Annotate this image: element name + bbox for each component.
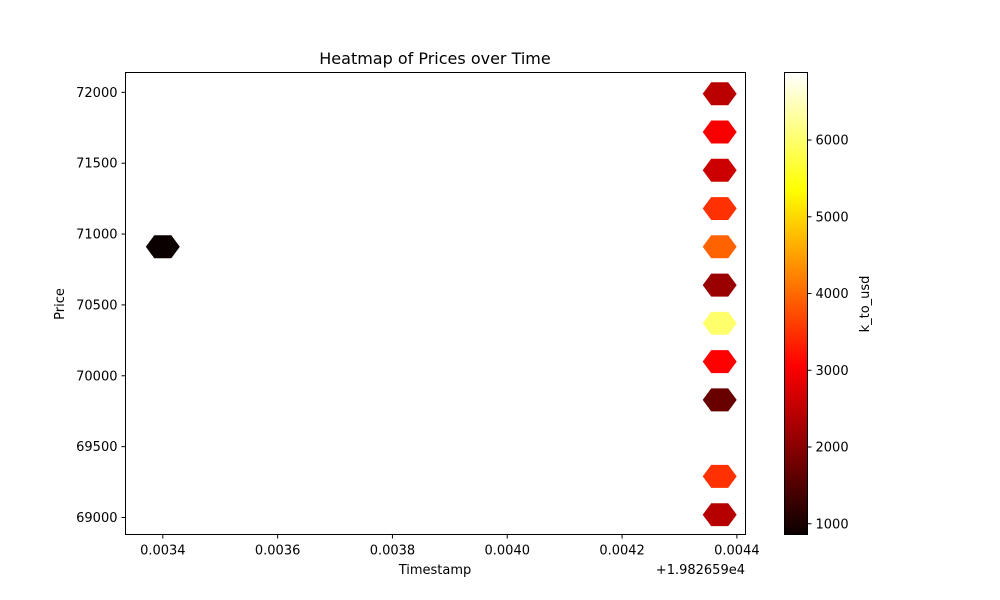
x-tick-label: 0.0036 — [255, 544, 301, 559]
x-tick-label: 0.0034 — [140, 544, 186, 559]
y-axis-label: Price — [53, 288, 68, 320]
hexbin-cell — [702, 120, 737, 144]
hexbin-cell — [702, 82, 737, 106]
hexbin-cells — [145, 82, 737, 527]
x-axis-offset-label: +1.982659e4 — [656, 563, 745, 578]
y-axis-ticks: 69000 69500 70000 70500 71000 71500 72000 — [76, 86, 126, 526]
hexbin-cell — [702, 197, 737, 220]
hexbin-cell — [702, 464, 737, 488]
y-tick-label: 71000 — [76, 228, 117, 243]
x-axis-label: Timestamp — [398, 563, 472, 578]
hexbin-cell — [702, 503, 737, 527]
plot-frame — [125, 72, 746, 535]
hexbin-cell — [702, 350, 737, 374]
colorbar-tick-label: 6000 — [816, 134, 849, 149]
colorbar-gradient — [784, 72, 808, 535]
y-tick-label: 72000 — [76, 86, 117, 101]
x-tick-label: 0.0040 — [485, 544, 531, 559]
colorbar-tick-label: 3000 — [816, 364, 849, 379]
colorbar-tick-label: 5000 — [816, 210, 849, 225]
colorbar-ticks: 1000 2000 3000 4000 5000 6000 — [807, 134, 849, 532]
hexbin-cell — [702, 158, 737, 182]
plot-area: 0.0034 0.0036 0.0038 0.0040 0.0042 0.0044 690… — [76, 72, 760, 559]
colorbar-tick-label: 1000 — [816, 517, 849, 532]
hexbin-cell — [702, 273, 737, 297]
hexbin-cell — [145, 235, 180, 259]
hexbin-cell — [702, 235, 737, 259]
colorbar-tick-label: 4000 — [816, 287, 849, 302]
x-axis-ticks: 0.0034 0.0036 0.0038 0.0040 0.0042 0.0044 — [140, 534, 760, 559]
colorbar-tick-label: 2000 — [816, 441, 849, 456]
hexbin-cell — [702, 388, 737, 412]
y-tick-label: 69000 — [76, 511, 117, 526]
y-tick-label: 71500 — [76, 157, 117, 172]
hexbin-cell — [702, 311, 737, 335]
chart-title: Heatmap of Prices over Time — [319, 49, 550, 68]
x-tick-label: 0.0038 — [370, 544, 416, 559]
y-tick-label: 70500 — [76, 298, 117, 313]
y-tick-label: 69500 — [76, 440, 117, 455]
colorbar-label: k_to_usd — [858, 276, 873, 333]
y-tick-label: 70000 — [76, 369, 117, 384]
colorbar: 1000 2000 3000 4000 5000 6000 k_to_usd — [784, 72, 873, 535]
x-tick-label: 0.0042 — [599, 544, 645, 559]
x-tick-label: 0.0044 — [714, 544, 760, 559]
